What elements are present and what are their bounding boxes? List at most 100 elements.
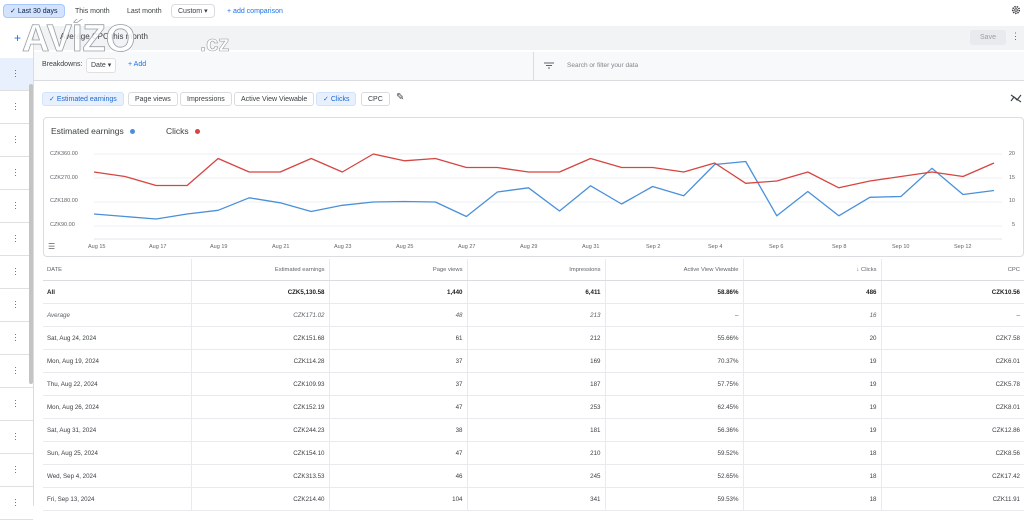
table-cell: CZK8.01 [880,395,1024,419]
edit-pencil-icon[interactable]: ✎ [396,92,405,103]
report-table: DATE Estimated earnings Page views Impre… [43,259,1024,511]
add-breakdown-button[interactable]: + Add [128,61,147,68]
table-row[interactable]: Sun, Aug 25, 2024 CZK154.10 47 210 59.52% 18 C… [43,441,1024,465]
table-row[interactable]: Sat, Aug 24, 2024 CZK151.68 61 212 55.66% 20 C… [43,326,1024,350]
more-vert-icon[interactable]: ⋮ [1011,31,1020,41]
more-vert-icon[interactable]: · · · [14,461,17,477]
report-item[interactable]: · · · [0,190,33,223]
add-comparison-link[interactable]: + add comparison [227,8,283,15]
table-row[interactable]: Thu, Aug 22, 2024 CZK109.93 37 187 57.75% 19 C… [43,372,1024,396]
more-vert-icon[interactable]: · · · [14,263,17,279]
more-vert-icon[interactable]: · · · [14,65,17,81]
range-chip-custom[interactable]: Custom ▾ [171,4,215,18]
table-cell: 46 [328,464,467,488]
metric-chip-label: Estimated earnings [56,96,117,103]
legend-clicks[interactable]: Clicks [166,126,200,136]
more-vert-icon[interactable]: · · · [14,395,17,411]
add-comparison-label: add comparison [233,8,283,15]
column-header-date[interactable]: DATE [43,259,191,281]
column-header-clicks[interactable]: ↓ Clicks [742,259,881,281]
report-item[interactable]: · · · [0,124,33,157]
report-item[interactable]: · · · [0,355,33,388]
breakdown-dimension-chip[interactable]: Date ▾ [86,58,117,73]
report-title[interactable]: Average CPC this month [60,32,148,41]
metric-chip-cpc[interactable]: CPC [361,92,390,106]
column-header-estimated-earnings[interactable]: Estimated earnings [190,259,329,281]
more-vert-icon[interactable]: · · · [14,131,17,147]
range-chip-label: Last 30 days [17,8,58,15]
range-chip-this-month[interactable]: This month [75,8,110,15]
save-button[interactable]: Save [970,30,1006,45]
range-chip-last-30-days[interactable]: ✓ Last 30 days [3,4,65,18]
metric-chip-impressions[interactable]: Impressions [180,92,232,106]
more-vert-icon[interactable]: · · · [14,428,17,444]
more-vert-icon[interactable]: · · · [14,230,17,246]
metric-chip-active-view-viewable[interactable]: Active View Viewable [234,92,315,106]
series-line-estimated-earnings[interactable] [93,160,995,220]
column-header-cpc[interactable]: CPC [880,259,1024,281]
report-item[interactable]: · · · [0,58,33,91]
filter-icon[interactable] [544,62,554,69]
report-item[interactable]: · · · [0,157,33,190]
filter-search-input[interactable]: Search or filter your data [567,62,639,69]
table-cell: CZK154.10 [190,441,329,465]
metric-chip-estimated-earnings[interactable]: ✓ Estimated earnings [42,92,124,106]
table-cell: CZK109.93 [190,372,329,396]
settings-gear-icon[interactable] [1011,5,1021,15]
table-cell: 56.36% [604,418,743,442]
x-tick: Aug 31 [582,244,600,250]
report-item[interactable]: · · · [0,322,33,355]
series-line-clicks[interactable] [93,153,995,189]
table-cell: 37 [328,372,467,396]
column-header-page-views[interactable]: Page views [328,259,467,281]
table-cell: CZK171.02 [190,303,329,327]
rail-scrollbar[interactable] [29,84,33,384]
more-vert-icon[interactable]: · · · [14,329,17,345]
breakdown-dimension-label: Date [91,62,106,69]
more-vert-icon[interactable]: · · · [14,494,17,510]
x-tick: Sep 8 [832,244,847,250]
table-cell: CZK12.86 [880,418,1024,442]
table-cell: 1,440 [328,280,467,304]
table-row[interactable]: Wed, Sep 4, 2024 CZK313.53 46 245 52.65% 18 CZ… [43,464,1024,488]
table-cell: 213 [466,303,605,327]
table-cell: CZK5.78 [880,372,1024,396]
table-row[interactable]: Sat, Aug 31, 2024 CZK244.23 38 181 56.36% 19 C… [43,418,1024,442]
date-range-bar: ✓ Last 30 days This month Last month Cus… [0,0,1024,24]
report-item[interactable]: · · · [0,388,33,421]
x-tick: Aug 19 [210,244,228,250]
table-cell: 6,411 [466,280,605,304]
more-vert-icon[interactable]: · · · [14,362,17,378]
table-row[interactable]: Fri, Sep 13, 2024 CZK214.40 104 341 59.53% 18… [43,487,1024,511]
add-report-icon[interactable]: + [14,31,22,45]
more-vert-icon[interactable]: · · · [14,296,17,312]
report-item[interactable]: · · · [0,487,33,520]
report-item[interactable]: · · · [0,91,33,124]
trend-toggle-icon[interactable] [1010,94,1022,103]
metric-chip-page-views[interactable]: Page views [128,92,178,106]
table-cell: CZK5,130.58 [190,280,329,304]
metric-chip-clicks[interactable]: ✓ Clicks [316,92,357,106]
table-cell: Sat, Aug 24, 2024 [43,326,191,350]
table-row[interactable]: Mon, Aug 26, 2024 CZK152.19 47 253 62.45% 19 C… [43,395,1024,419]
more-vert-icon[interactable]: · · · [14,197,17,213]
column-header-impressions[interactable]: Impressions [466,259,605,281]
report-item[interactable]: · · · [0,223,33,256]
table-cell: Mon, Aug 26, 2024 [43,395,191,419]
table-cell: CZK151.68 [190,326,329,350]
report-item[interactable]: · · · [0,289,33,322]
column-header-active-view-viewable[interactable]: Active View Viewable [604,259,743,281]
line-chart[interactable] [44,118,1023,256]
legend-estimated-earnings[interactable]: Estimated earnings [51,126,135,136]
more-vert-icon[interactable]: · · · [14,164,17,180]
chart-menu-icon[interactable]: ☰ [48,242,56,251]
report-item[interactable]: · · · [0,256,33,289]
table-cell: CZK7.58 [880,326,1024,350]
table-row[interactable]: Mon, Aug 19, 2024 CZK114.28 37 169 70.37% 19 C… [43,349,1024,373]
report-item[interactable]: · · · [0,454,33,487]
report-item[interactable]: · · · [0,421,33,454]
table-cell: CZK313.53 [190,464,329,488]
more-vert-icon[interactable]: · · · [14,98,17,114]
range-chip-last-month[interactable]: Last month [127,8,162,15]
x-tick: Aug 15 [88,244,106,250]
